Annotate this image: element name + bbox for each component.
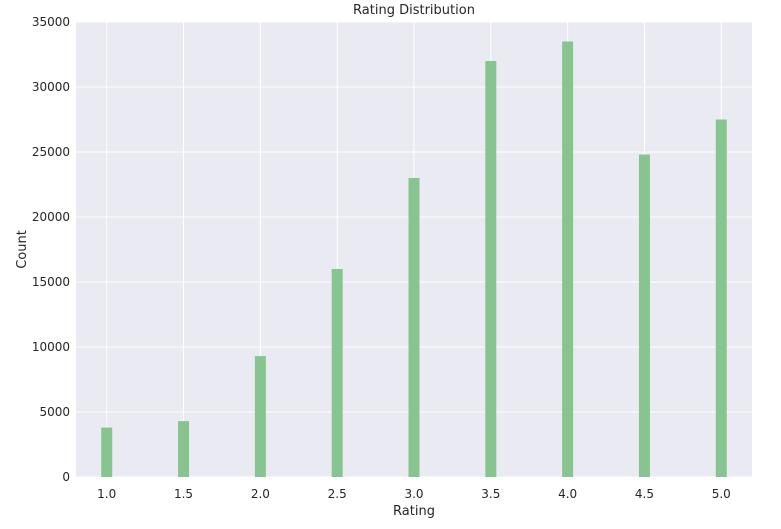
y-tick-label: 0 bbox=[62, 470, 70, 484]
bar-rating-4.0 bbox=[562, 41, 574, 477]
x-tick-label: 2.0 bbox=[251, 487, 270, 501]
y-tick-label: 30000 bbox=[32, 80, 70, 94]
x-tick-label: 1.5 bbox=[174, 487, 193, 501]
bars bbox=[101, 41, 727, 477]
bar-rating-1.5 bbox=[178, 421, 190, 477]
x-axis-ticks: 1.0 1.5 2.0 2.5 3.0 3.5 4.0 4.5 5.0 bbox=[97, 487, 731, 501]
y-axis-title: Count bbox=[15, 230, 30, 269]
bar-rating-3.0 bbox=[408, 178, 420, 477]
bar-rating-5.0 bbox=[715, 119, 727, 477]
y-tick-label: 25000 bbox=[32, 145, 70, 159]
bar-rating-1.0 bbox=[101, 427, 113, 477]
y-tick-label: 35000 bbox=[32, 15, 70, 29]
bar-rating-2.5 bbox=[331, 269, 343, 477]
bar-rating-2.0 bbox=[254, 356, 266, 477]
x-tick-label: 3.0 bbox=[404, 487, 423, 501]
x-tick-label: 4.5 bbox=[635, 487, 654, 501]
bar-rating-3.5 bbox=[485, 61, 497, 477]
x-tick-label: 1.0 bbox=[97, 487, 116, 501]
y-axis-ticks: 0 5000 10000 15000 20000 25000 30000 35000 bbox=[32, 15, 70, 484]
y-tick-label: 5000 bbox=[39, 405, 70, 419]
bar-rating-4.5 bbox=[638, 154, 650, 477]
chart-title: Rating Distribution bbox=[353, 3, 475, 18]
x-axis-title: Rating bbox=[393, 504, 435, 519]
x-tick-label: 3.5 bbox=[481, 487, 500, 501]
x-tick-label: 5.0 bbox=[712, 487, 731, 501]
x-tick-label: 2.5 bbox=[328, 487, 347, 501]
y-tick-label: 20000 bbox=[32, 210, 70, 224]
x-tick-label: 4.0 bbox=[558, 487, 577, 501]
y-tick-label: 15000 bbox=[32, 275, 70, 289]
y-tick-label: 10000 bbox=[32, 340, 70, 354]
